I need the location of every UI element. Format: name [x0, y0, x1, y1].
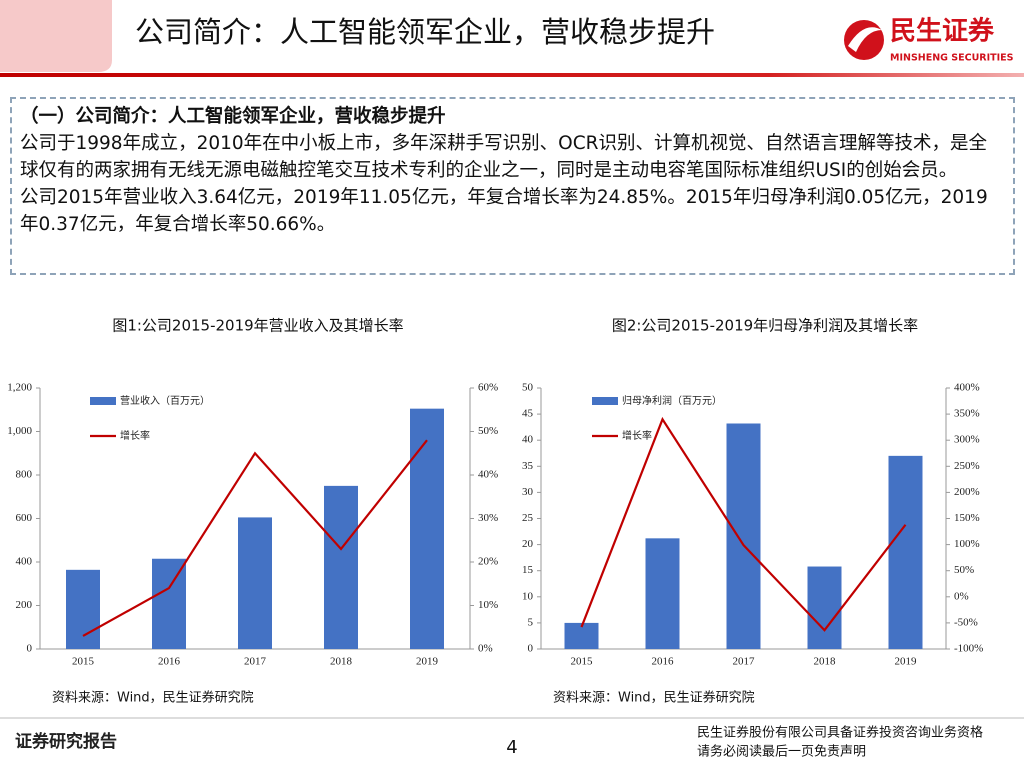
legend-swatch: [592, 397, 618, 405]
logo-mark: [844, 20, 884, 60]
y-tick-label: 25: [522, 512, 534, 524]
bar: [645, 538, 680, 649]
y2-tick-label: 50%: [954, 564, 974, 576]
y-tick-label: 35: [522, 460, 534, 472]
x-tick-label: 2018: [330, 656, 353, 668]
y2-tick-label: -100%: [954, 643, 983, 655]
y2-tick-label: 100%: [954, 538, 980, 550]
y-tick-label: 5: [528, 616, 534, 628]
header-tab: [0, 0, 112, 72]
x-tick-label: 2016: [652, 656, 675, 668]
x-tick-label: 2019: [895, 656, 918, 668]
line-series: [580, 416, 907, 632]
x-tick-label: 2017: [733, 656, 756, 668]
x-tick-label: 2017: [244, 656, 267, 668]
y2-tick-label: -50%: [954, 616, 978, 628]
legend-label: 增长率: [120, 429, 150, 442]
logo: 民生证券 MINSHENG SECURITIES: [844, 17, 1014, 64]
bar: [564, 622, 599, 649]
y-tick-label: 45: [522, 408, 534, 420]
y-tick-label: 30: [522, 486, 534, 498]
disclaimer: 民生证券股份有限公司具备证券投资咨询业务资格: [697, 725, 983, 741]
x-tick-label: 2015: [72, 656, 95, 668]
y-tick-label: 50: [522, 382, 534, 394]
y-tick-label: 0: [27, 643, 33, 655]
bar: [726, 423, 761, 649]
y2-tick-label: 0%: [478, 643, 493, 655]
x-tick-label: 2018: [814, 656, 837, 668]
y-tick-label: 400: [16, 556, 33, 568]
y2-tick-label: 250%: [954, 460, 980, 472]
x-tick-label: 2016: [158, 656, 181, 668]
y2-tick-label: 0%: [954, 590, 969, 602]
bar: [66, 569, 100, 649]
logo-subtitle: MINSHENG SECURITIES: [890, 53, 1014, 64]
y2-tick-label: 20%: [478, 556, 498, 568]
y2-tick-label: 200%: [954, 486, 980, 498]
bar: [888, 455, 923, 649]
y2-tick-label: 30%: [478, 512, 498, 524]
chart-source: 资料来源：Wind，民生证券研究院: [52, 690, 254, 706]
y-tick-label: 200: [16, 599, 33, 611]
y-tick-label: 1,000: [7, 425, 32, 437]
legend-label: 归母净利润（百万元）: [622, 394, 722, 407]
y-tick-label: 600: [16, 512, 33, 524]
y-tick-label: 40: [522, 434, 534, 446]
y2-tick-label: 150%: [954, 512, 980, 524]
chart-source: 资料来源：Wind，民生证券研究院: [553, 690, 755, 706]
page-number: 4: [506, 737, 517, 758]
logo-swoosh: [848, 27, 882, 52]
summary-paragraph: 公司2015年营业收入3.64亿元，2019年11.05亿元，年复合增长率为24…: [20, 187, 988, 235]
y-tick-label: 1,200: [7, 382, 32, 394]
summary-heading: （一）公司简介：人工智能领军企业，营收稳步提升: [20, 106, 446, 127]
chart-title: 图2:公司2015-2019年归母净利润及其增长率: [612, 317, 918, 335]
footer-label: 证券研究报告: [15, 731, 117, 752]
logo-name: 民生证券: [890, 17, 995, 47]
y2-tick-label: 350%: [954, 408, 980, 420]
legend-swatch: [90, 397, 116, 405]
bar: [238, 517, 272, 649]
y-tick-label: 0: [528, 643, 534, 655]
chart-title: 图1:公司2015-2019年营业收入及其增长率: [112, 317, 403, 335]
header-rule: [0, 73, 1024, 77]
legend-label: 营业收入（百万元）: [120, 394, 210, 407]
y2-tick-label: 300%: [954, 434, 980, 446]
y-tick-label: 800: [16, 469, 33, 481]
y2-tick-label: 40%: [478, 469, 498, 481]
summary-paragraph: 公司于1998年成立，2010年在中小板上市，多年深耕手写识别、OCR识别、计算…: [20, 133, 987, 181]
y2-tick-label: 50%: [478, 425, 498, 437]
y-tick-label: 15: [522, 564, 534, 576]
x-tick-label: 2015: [571, 656, 594, 668]
bar: [807, 566, 842, 649]
y2-tick-label: 10%: [478, 599, 498, 611]
legend-label: 增长率: [622, 429, 652, 442]
bar: [324, 485, 358, 649]
summary-box: （一）公司简介：人工智能领军企业，营收稳步提升 公司于1998年成立，2010年…: [10, 97, 1015, 275]
y2-tick-label: 60%: [478, 382, 498, 394]
bar: [410, 408, 444, 649]
disclaimer: 请务必阅读最后一页免责声明: [697, 744, 866, 760]
y-tick-label: 20: [522, 538, 534, 550]
line-series: [82, 439, 428, 637]
y2-tick-label: 400%: [954, 382, 980, 394]
header-title: 公司简介：人工智能领军企业，营收稳步提升: [135, 15, 715, 49]
y-tick-label: 10: [522, 590, 534, 602]
x-tick-label: 2019: [416, 656, 439, 668]
bar: [152, 558, 186, 649]
